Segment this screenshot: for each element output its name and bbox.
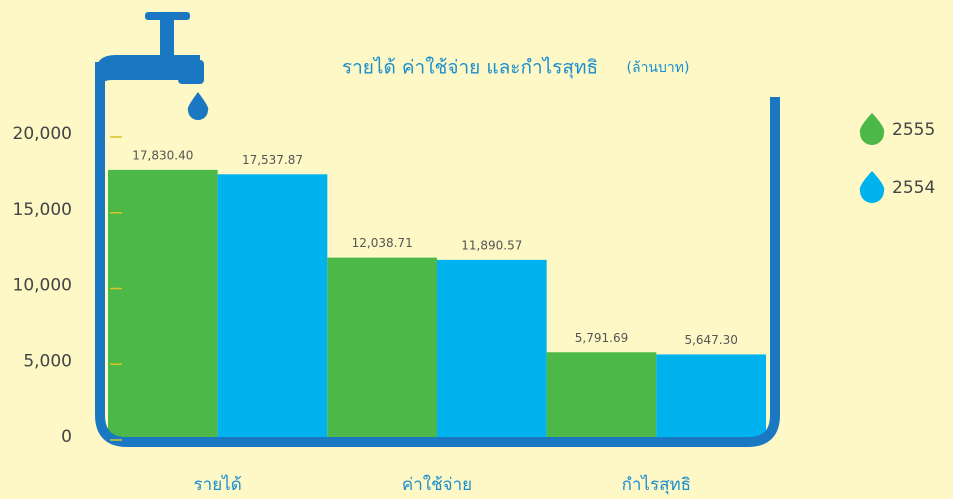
legend-swatch [859,113,885,145]
x-tick-label: ค่าใช้จ่าย [402,474,472,495]
value-label: 5,791.69 [575,331,628,345]
legend-label: 2554 [892,178,935,198]
tank [95,62,780,447]
value-label: 17,830.40 [132,148,193,162]
x-tick-label: รายได้ [194,474,242,495]
faucet-handle [145,12,190,20]
faucet-pipe [95,55,200,90]
chart-subtitle: (ล้านบาท) [627,60,690,76]
bar [437,259,547,440]
bar [327,257,437,440]
bar [217,174,328,440]
value-label: 5,647.30 [684,333,737,347]
faucet [95,12,209,120]
y-tick-label: 0 [61,427,72,447]
y-tick-label: 20,000 [13,124,72,144]
x-tick-label: กำไรสุทธิ [622,474,691,495]
y-tick-label: 15,000 [13,200,72,220]
value-label: 11,890.57 [461,238,522,252]
bar [546,352,657,440]
faucet-stem [160,18,174,56]
y-tick-label: 10,000 [13,276,72,296]
chart-title: รายได้ ค่าใช้จ่าย และกำไรสุทธิ [342,57,598,80]
value-label: 17,537.87 [242,153,303,167]
bar [656,354,766,440]
faucet-spout [178,60,204,84]
bar-layer [108,169,766,440]
legend-swatch [859,171,885,203]
legend-label: 2555 [892,120,935,140]
y-tick-label: 5,000 [23,351,72,371]
value-label: 12,038.71 [352,236,413,250]
water-drop [187,92,209,120]
bar [108,169,218,440]
